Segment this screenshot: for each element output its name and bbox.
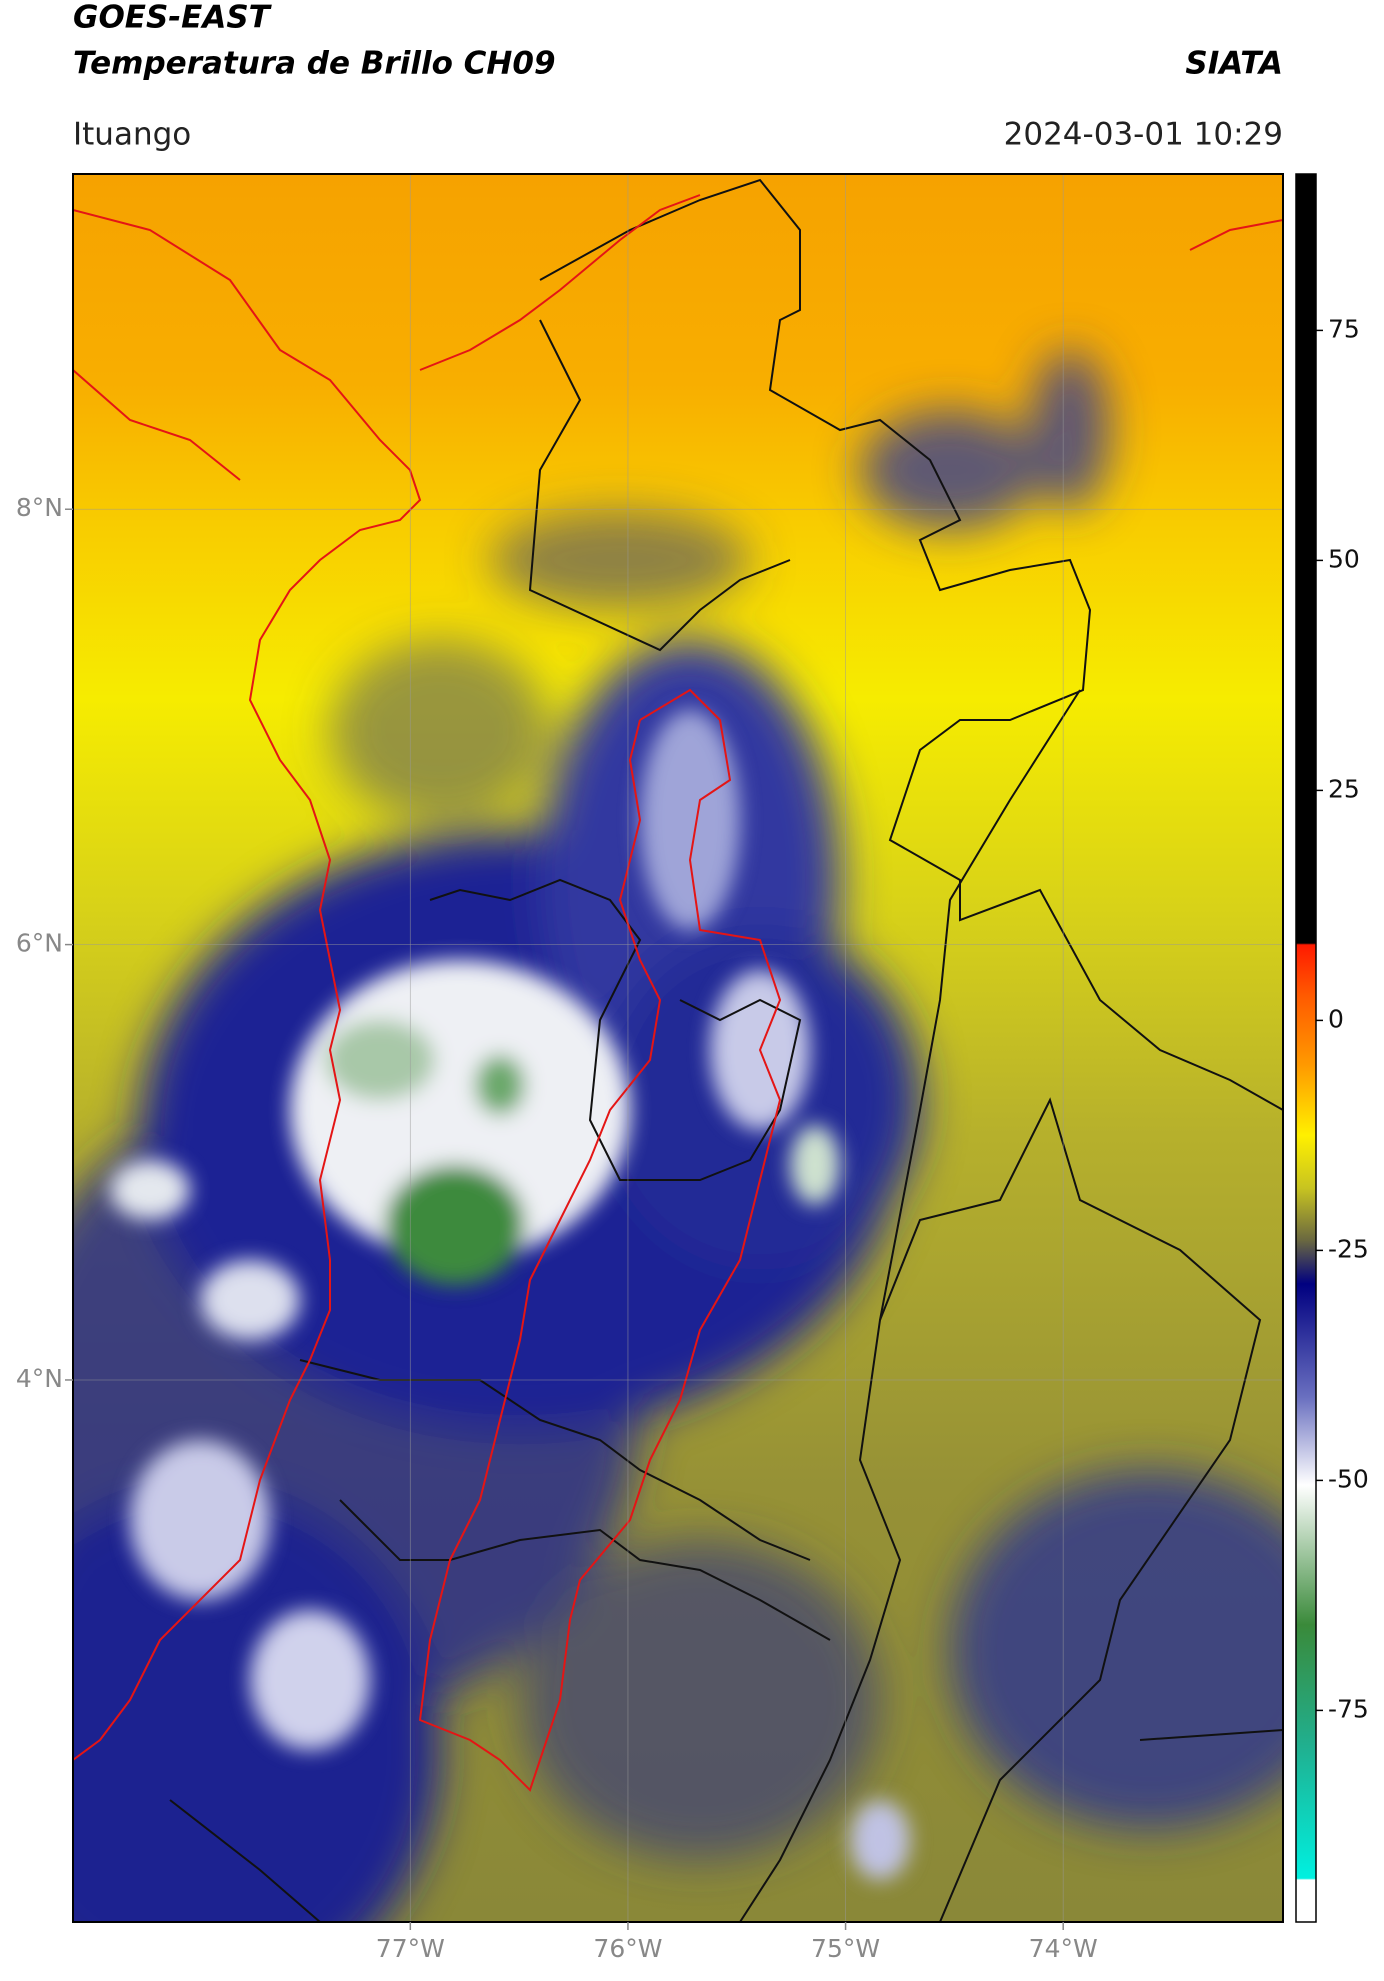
map-frame bbox=[72, 173, 1284, 1923]
x-tick-label: 76°W bbox=[593, 1934, 662, 1963]
colorbar bbox=[1295, 173, 1317, 1923]
subtitle: Temperatura de Brillo CH09 bbox=[73, 46, 556, 82]
graticule bbox=[73, 174, 1283, 1922]
source: SIATA bbox=[1185, 46, 1283, 82]
colorbar-tick-label: -50 bbox=[1328, 1464, 1369, 1493]
region: Ituango bbox=[73, 117, 191, 153]
y-tick-label: 4°N bbox=[16, 1364, 63, 1393]
borders bbox=[169, 178, 1283, 1922]
colorbar-tick-label: 75 bbox=[1328, 314, 1360, 343]
x-tick-label: 75°W bbox=[811, 1934, 880, 1963]
title: GOES-EAST bbox=[73, 0, 273, 36]
y-tick-label: 8°N bbox=[16, 493, 63, 522]
satellite-image bbox=[73, 174, 1283, 1922]
colorbar-tick-label: 25 bbox=[1328, 774, 1360, 803]
y-tick-label: 6°N bbox=[16, 929, 63, 958]
timestamp: 2024-03-01 10:29 bbox=[1004, 117, 1283, 153]
coastline bbox=[73, 194, 1283, 1792]
colorbar-tick-label: 0 bbox=[1328, 1004, 1344, 1033]
colorbar-tick-label: -75 bbox=[1328, 1694, 1369, 1723]
x-tick-label: 74°W bbox=[1029, 1934, 1098, 1963]
colorbar-tick-label: 50 bbox=[1328, 544, 1360, 573]
x-tick-label: 77°W bbox=[376, 1934, 445, 1963]
colorbar-tick-label: -25 bbox=[1328, 1234, 1369, 1263]
